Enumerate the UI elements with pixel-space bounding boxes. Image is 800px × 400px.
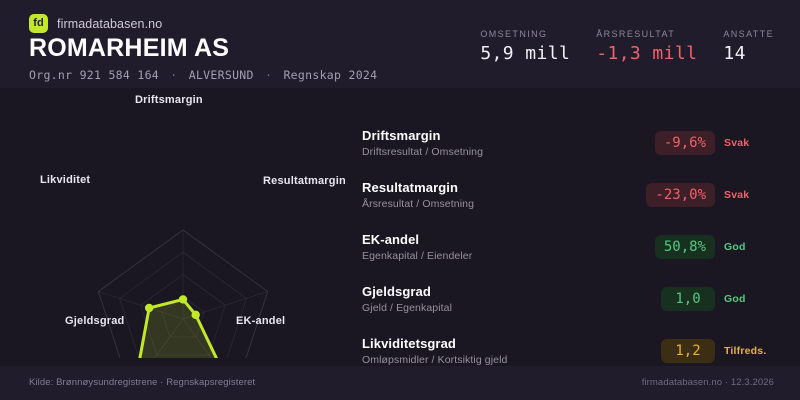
metric-value-badge: -23,0% (646, 183, 715, 208)
page-title: ROMARHEIM AS (29, 34, 230, 62)
metric-name: Driftsmargin (362, 128, 441, 143)
metric-name: Gjeldsgrad (362, 284, 431, 299)
fd-logo-icon: fd (29, 14, 48, 33)
metric-rating: Tilfreds. (724, 345, 767, 358)
metric-row-resultatmargin: Resultatmargin Årsresultat / Omsetning -… (362, 180, 778, 218)
metric-formula: Egenkapital / Eiendeler (362, 250, 473, 262)
meta-orgnr: Org.nr 921 584 164 (29, 68, 160, 82)
radar-grid (97, 229, 269, 358)
metric-rating: Svak (724, 189, 750, 202)
radar-chart: Driftsmargin Resultatmargin EK-andel Gje… (0, 88, 350, 358)
metric-row-gjeldsgrad: Gjeldsgrad Gjeld / Egenkapital 1,0 God (362, 284, 778, 322)
metric-value-group: -9,6% Svak (654, 131, 778, 156)
metric-formula: Driftsresultat / Omsetning (362, 146, 484, 158)
metric-formula: Omløpsmidler / Kortsiktig gjeld (362, 354, 508, 366)
metric-value-group: 1,0 God (661, 287, 778, 312)
meta-sep-2: · (264, 68, 273, 82)
brand[interactable]: fd firmadatabasen.no (29, 14, 162, 33)
metric-formula: Gjeld / Egenkapital (362, 302, 453, 314)
metric-value-group: 50,8% God (654, 235, 778, 260)
metric-row-driftsmargin: Driftsmargin Driftsresultat / Omsetning … (362, 128, 778, 166)
metric-rating: God (724, 241, 746, 254)
stat-ansatte-value: 14 (723, 43, 746, 64)
meta-period: Regnskap 2024 (283, 68, 378, 82)
metric-row-likviditetsgrad: Likviditetsgrad Omløpsmidler / Kortsikti… (362, 336, 778, 374)
footer-source: Kilde: Brønnøysundregistrene · Regnskaps… (29, 377, 256, 388)
radar-axis-label-gjeldsgrad: Gjeldsgrad (65, 315, 125, 327)
metric-rating: God (724, 293, 746, 306)
metric-name: Likviditetsgrad (362, 336, 456, 351)
stat-ansatte-label: ANSATTE (723, 29, 774, 39)
metric-value-badge: 1,2 (661, 339, 715, 364)
metric-formula: Årsresultat / Omsetning (362, 198, 475, 210)
footer-attribution: firmadatabasen.no · 12.3.2026 (641, 377, 774, 388)
radar-axis-label-ek-andel: EK-andel (236, 315, 286, 327)
metric-value-badge: 1,0 (661, 287, 715, 312)
radar-axis-label-likviditet: Likviditet (40, 174, 91, 186)
stat-omsetning-value: 5,9 mill (480, 43, 571, 64)
radar-series-points (144, 295, 200, 320)
header-bar: fd firmadatabasen.no ROMARHEIM AS Org.nr… (0, 0, 800, 88)
footer-bar: Kilde: Brønnøysundregistrene · Regnskaps… (0, 366, 800, 400)
metric-name: Resultatmargin (362, 180, 459, 195)
metric-value-group: 1,2 Tilfreds. (661, 339, 778, 364)
company-meta: Org.nr 921 584 164 · ALVERSUND · Regnska… (29, 68, 377, 82)
stat-arsresultat: ÅRSRESULTAT -1,3 mill (596, 30, 697, 63)
stat-omsetning-label: OMSETNING (480, 29, 548, 39)
stat-omsetning: OMSETNING 5,9 mill (480, 30, 570, 63)
metric-value-badge: 50,8% (654, 235, 715, 260)
meta-sep-1: · (170, 68, 178, 82)
stat-arsresultat-value: -1,3 mill (596, 43, 698, 64)
metric-value-group: -23,0% Svak (646, 183, 778, 208)
metric-rating: Svak (724, 137, 750, 150)
brand-name: firmadatabasen.no (57, 16, 163, 31)
radar-chart-svg (97, 229, 269, 358)
stat-arsresultat-label: ÅRSRESULTAT (596, 29, 676, 39)
header-stats: OMSETNING 5,9 mill ÅRSRESULTAT -1,3 mill… (480, 30, 774, 63)
metric-row-ek-andel: EK-andel Egenkapital / Eiendeler 50,8% G… (362, 232, 778, 270)
metric-name: EK-andel (362, 232, 420, 247)
stat-ansatte: ANSATTE 14 (723, 30, 774, 63)
metric-value-badge: -9,6% (654, 131, 715, 156)
metrics-list: Driftsmargin Driftsresultat / Omsetning … (362, 128, 778, 374)
radar-axis-label-resultatmargin: Resultatmargin (263, 175, 346, 187)
meta-place: ALVERSUND (188, 68, 254, 82)
radar-axis-label-driftsmargin: Driftsmargin (135, 94, 203, 106)
